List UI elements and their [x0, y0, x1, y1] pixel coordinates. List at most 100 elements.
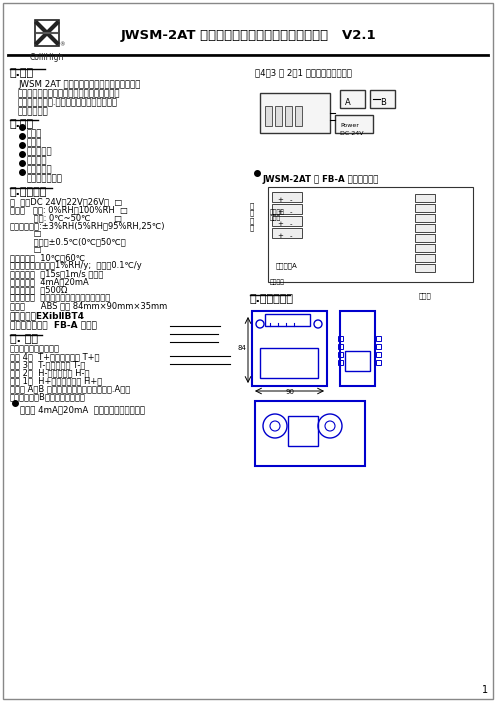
Text: 一.用途: 一.用途: [10, 68, 34, 78]
Bar: [338, 360, 343, 365]
Bar: [338, 352, 343, 357]
Bar: [376, 352, 381, 357]
Bar: [340, 311, 375, 386]
Text: +: +: [277, 221, 283, 227]
Text: Power: Power: [340, 123, 359, 128]
Text: 供  电：DC 24V（22V～26V）  □: 供 电：DC 24V（22V～26V） □: [10, 197, 122, 206]
Text: □: □: [10, 245, 42, 254]
Text: -: -: [290, 233, 293, 239]
Text: 出厂测试线颜色默认为: 出厂测试线颜色默认为: [10, 344, 60, 353]
Text: 安全栅端A: 安全栅端A: [276, 262, 298, 269]
Text: 工作温度：  10℃～60℃: 工作温度： 10℃～60℃: [10, 253, 85, 262]
Text: 四. 接线: 四. 接线: [10, 334, 38, 344]
Text: 响应时间：  ＜15s（1m/s 风速）: 响应时间： ＜15s（1m/s 风速）: [10, 269, 103, 278]
Bar: [275, 106, 282, 126]
Bar: [345, 351, 370, 371]
Bar: [255, 401, 365, 466]
Bar: [288, 416, 318, 446]
Bar: [376, 336, 381, 341]
Text: 应湿度输出，B路对应温度输出。: 应湿度输出，B路对应温度输出。: [10, 392, 86, 401]
Bar: [415, 264, 435, 272]
Text: 精度高: 精度高: [27, 129, 42, 138]
Text: JWSM-2AT 和 FB-A 安全栅的连线: JWSM-2AT 和 FB-A 安全栅的连线: [263, 175, 379, 184]
Bar: [376, 344, 381, 349]
Text: +: +: [277, 197, 283, 203]
Bar: [260, 348, 318, 378]
Text: JWSM-2AT 系列防爆型温湿度变送器使用说明书   V2.1: JWSM-2AT 系列防爆型温湿度变送器使用说明书 V2.1: [120, 29, 376, 41]
Text: -: -: [290, 197, 293, 203]
Text: DC 24V: DC 24V: [340, 131, 364, 136]
Text: 90: 90: [286, 389, 295, 395]
Bar: [415, 204, 435, 212]
Bar: [285, 106, 292, 126]
Bar: [335, 115, 373, 133]
Bar: [272, 228, 302, 238]
Text: ®: ®: [59, 42, 64, 47]
Text: 温度：±0.5℃(0℃～50℃）: 温度：±0.5℃(0℃～50℃）: [10, 237, 126, 246]
Text: 使用寿命长: 使用寿命长: [27, 165, 53, 174]
Text: -: -: [290, 209, 293, 215]
Text: B: B: [380, 98, 386, 107]
Bar: [340, 90, 365, 108]
Text: 标准并检验合格.可用于易燃易爆的场所的温: 标准并检验合格.可用于易燃易爆的场所的温: [18, 98, 118, 107]
Text: 两线制 4mA～20mA  电流远传可以独立供电: 两线制 4mA～20mA 电流远传可以独立供电: [20, 405, 145, 414]
Text: 负载能力：  ＜500Ω: 负载能力： ＜500Ω: [10, 285, 67, 294]
Text: ColliHigh: ColliHigh: [30, 53, 64, 62]
Text: 湿度信号: 湿度信号: [270, 279, 285, 284]
Text: 抗干扰能力强。: 抗干扰能力强。: [27, 174, 63, 183]
Text: 输出信号：  4mA～20mA: 输出信号： 4mA～20mA: [10, 277, 89, 286]
Text: 图例中 A、B 为显示仪表、执行器或采集卡.A路对: 图例中 A、B 为显示仪表、执行器或采集卡.A路对: [10, 384, 130, 393]
Bar: [265, 106, 272, 126]
Text: 长期稳定性：湿度＜1%RH/y;  温度＜0.1℃/y: 长期稳定性：湿度＜1%RH/y; 温度＜0.1℃/y: [10, 261, 142, 270]
Text: 准确度：湿度:±3%RH(5%RH～95%RH,25℃): 准确度：湿度:±3%RH(5%RH～95%RH,25℃): [10, 221, 166, 230]
Text: 湿度的测量。: 湿度的测量。: [18, 107, 49, 116]
Bar: [268, 187, 473, 282]
Text: 本文端: 本文端: [419, 292, 432, 298]
Bar: [415, 234, 435, 242]
Bar: [415, 194, 435, 202]
Text: 计，用于特殊易爆环境的测量，符合国家防爆: 计，用于特殊易爆环境的测量，符合国家防爆: [18, 89, 121, 98]
Text: 湿度信号
供供电: 湿度信号 供供电: [270, 209, 285, 221]
Text: 端子 4：  T+（温度供电正 T+）: 端子 4： T+（温度供电正 T+）: [10, 352, 100, 361]
Bar: [338, 336, 343, 341]
Text: 温度: 0℃~50℃         □: 温度: 0℃~50℃ □: [10, 213, 122, 222]
Bar: [265, 314, 310, 326]
Text: （4、3 和 2、1 两路信号彼此隔离）: （4、3 和 2、1 两路信号彼此隔离）: [255, 68, 352, 77]
Text: 性能稳定: 性能稳定: [27, 156, 48, 165]
Text: 低漂移: 低漂移: [27, 138, 42, 147]
Bar: [252, 311, 327, 386]
Text: 端子 1：  H+（湿度供电正 H+）: 端子 1： H+（湿度供电正 H+）: [10, 376, 102, 385]
Bar: [370, 90, 395, 108]
Text: A: A: [345, 98, 351, 107]
Bar: [272, 216, 302, 226]
Bar: [272, 204, 302, 214]
Text: □: □: [10, 229, 42, 238]
Text: 二
次
仪
表: 二 次 仪 表: [250, 202, 254, 232]
Text: 防爆级别：EXibⅡBT4: 防爆级别：EXibⅡBT4: [10, 311, 85, 320]
Text: 1: 1: [482, 685, 488, 695]
Text: 二.特点: 二.特点: [10, 119, 34, 129]
Text: 外壳：      ABS 白色 84mm×90mm×35mm: 外壳： ABS 白色 84mm×90mm×35mm: [10, 301, 167, 310]
Text: 响应速度快: 响应速度快: [27, 147, 53, 156]
Bar: [338, 344, 343, 349]
Text: 84: 84: [238, 345, 247, 351]
Text: JWSM 2AT 型防爆产品为传感、变送一体化设: JWSM 2AT 型防爆产品为传感、变送一体化设: [18, 80, 140, 89]
Text: 端子 2：  H-（湿度输出 H-）: 端子 2： H-（湿度输出 H-）: [10, 368, 89, 377]
Bar: [376, 360, 381, 365]
Text: 安装方式：  壁挂式、葫芦孔或螺丝固定墙面: 安装方式： 壁挂式、葫芦孔或螺丝固定墙面: [10, 293, 110, 302]
Text: 配套关联设备：  FB-A 安全栅: 配套关联设备： FB-A 安全栅: [10, 320, 97, 329]
Bar: [415, 254, 435, 262]
Text: 量程：   湿度: 0%RH～100%RH  □: 量程： 湿度: 0%RH～100%RH □: [10, 205, 128, 214]
Bar: [415, 224, 435, 232]
Text: 五.外形尺寸图: 五.外形尺寸图: [250, 294, 294, 304]
Text: +: +: [277, 233, 283, 239]
Bar: [272, 192, 302, 202]
Bar: [295, 106, 302, 126]
Bar: [415, 214, 435, 222]
Bar: [415, 244, 435, 252]
Bar: [260, 93, 330, 133]
Bar: [35, 20, 59, 46]
Text: +: +: [277, 209, 283, 215]
Text: 三.技术参数: 三.技术参数: [10, 187, 48, 197]
Text: 端子 3：  T-（温度输出 T-）: 端子 3： T-（温度输出 T-）: [10, 360, 85, 369]
